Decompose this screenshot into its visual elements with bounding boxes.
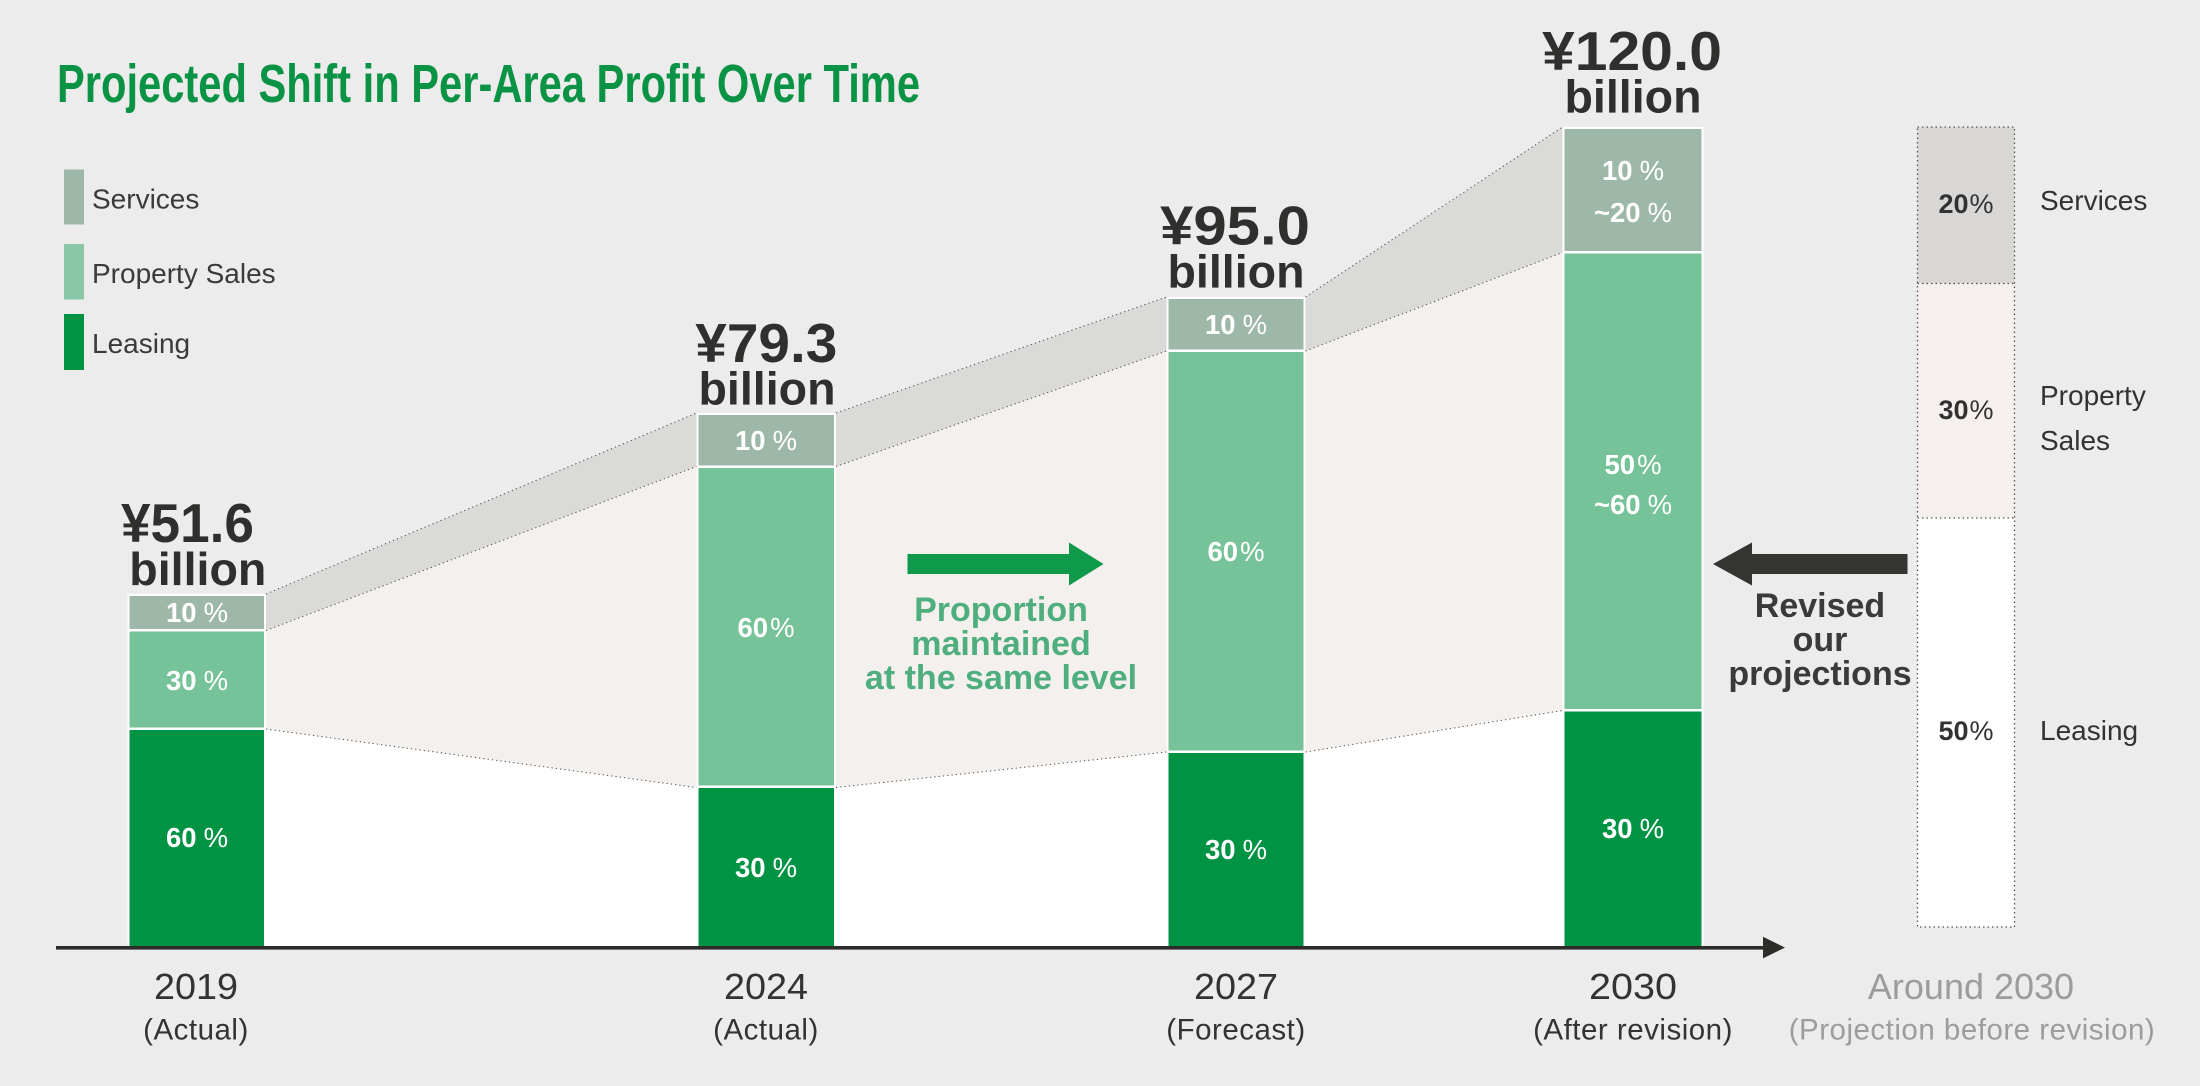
svg-text:2019: 2019: [154, 966, 238, 1007]
svg-text:billion: billion: [1168, 246, 1305, 298]
svg-text:our: our: [1793, 621, 1848, 659]
svg-text:30%: 30%: [1602, 813, 1664, 844]
svg-text:30%: 30%: [166, 665, 228, 696]
svg-text:60%: 60%: [1207, 536, 1264, 567]
svg-text:(Actual): (Actual): [713, 1014, 819, 1047]
svg-text:30%: 30%: [735, 852, 797, 883]
svg-text:(After revision): (After revision): [1533, 1014, 1733, 1047]
svg-text:10%: 10%: [1205, 309, 1267, 340]
svg-text:~60%: ~60%: [1594, 489, 1672, 520]
svg-text:Services: Services: [2040, 185, 2147, 216]
svg-text:projections: projections: [1728, 655, 1911, 693]
svg-text:Property Sales: Property Sales: [92, 258, 276, 289]
svg-text:50%: 50%: [1604, 449, 1661, 480]
svg-text:Projected Shift in Per-Area Pr: Projected Shift in Per-Area Profit Over …: [57, 54, 920, 114]
svg-text:2024: 2024: [724, 966, 808, 1007]
svg-text:Around 2030: Around 2030: [1868, 966, 2074, 1007]
svg-text:30%: 30%: [1205, 834, 1267, 865]
svg-text:Sales: Sales: [2040, 425, 2110, 456]
svg-text:maintained: maintained: [911, 625, 1090, 663]
svg-text:(Actual): (Actual): [143, 1014, 249, 1047]
svg-text:billion: billion: [699, 363, 836, 415]
svg-text:Proportion: Proportion: [914, 591, 1088, 629]
svg-text:Property: Property: [2040, 380, 2146, 411]
svg-text:60%: 60%: [166, 822, 228, 853]
svg-text:(Projection before revision): (Projection before revision): [1789, 1014, 2156, 1047]
svg-text:2027: 2027: [1194, 966, 1278, 1007]
svg-text:10%: 10%: [735, 425, 797, 456]
svg-text:Services: Services: [92, 184, 199, 215]
svg-text:50%: 50%: [1938, 716, 1993, 746]
svg-text:(Forecast): (Forecast): [1166, 1014, 1305, 1047]
svg-text:¥51.6: ¥51.6: [121, 492, 254, 554]
svg-text:Leasing: Leasing: [2040, 715, 2138, 746]
svg-text:2030: 2030: [1589, 966, 1677, 1007]
svg-text:30%: 30%: [1938, 395, 1993, 425]
svg-text:¥120.0: ¥120.0: [1542, 20, 1722, 82]
svg-text:Revised: Revised: [1755, 587, 1885, 625]
svg-text:billion: billion: [129, 543, 266, 595]
svg-text:~20%: ~20%: [1594, 197, 1672, 228]
svg-text:60%: 60%: [737, 612, 794, 643]
svg-text:¥95.0: ¥95.0: [1160, 195, 1310, 257]
svg-text:10%: 10%: [1602, 155, 1664, 186]
svg-text:¥79.3: ¥79.3: [695, 312, 837, 374]
svg-text:at the same level: at the same level: [865, 659, 1137, 697]
svg-text:billion: billion: [1565, 71, 1702, 123]
svg-text:Leasing: Leasing: [92, 328, 190, 359]
svg-text:10%: 10%: [166, 597, 228, 628]
svg-text:20%: 20%: [1938, 189, 1993, 219]
